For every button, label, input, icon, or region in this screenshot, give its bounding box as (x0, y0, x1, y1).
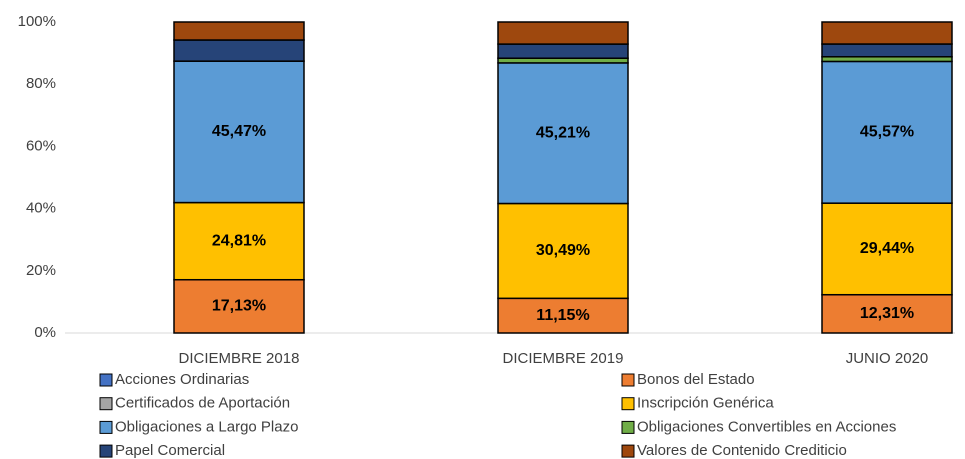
x-tick-label: JUNIO 2020 (846, 350, 929, 367)
legend-swatch (621, 397, 635, 411)
y-tick-label: 20% (26, 262, 56, 279)
legend-swatch (621, 373, 635, 387)
y-tick-label: 40% (26, 200, 56, 217)
value-label: 17,13% (212, 298, 266, 315)
value-label: 24,81% (212, 232, 266, 249)
bar-segment (497, 297, 629, 334)
y-tick-label: 0% (34, 324, 56, 341)
value-label: 45,57% (860, 124, 914, 141)
value-label: 45,21% (536, 124, 590, 141)
legend-label: Valores de Contenido Crediticio (637, 442, 847, 459)
bar-segment (821, 293, 953, 334)
bar-segment (173, 39, 305, 62)
value-label: 45,47% (212, 123, 266, 140)
value-label: 30,49% (536, 242, 590, 259)
bar-segment (497, 43, 629, 59)
legend-swatch (99, 444, 113, 458)
bar-segment (821, 21, 953, 45)
legend-label: Certificados de Aportación (115, 395, 290, 412)
value-label: 12,31% (860, 305, 914, 322)
bar-segment (173, 21, 305, 41)
value-label: 29,44% (860, 240, 914, 257)
x-tick-label: DICIEMBRE 2019 (503, 350, 624, 367)
bar-segment (821, 43, 953, 58)
x-tick-label: DICIEMBRE 2018 (179, 350, 300, 367)
bar-segment (497, 202, 629, 300)
legend-label: Inscripción Genérica (637, 395, 774, 412)
value-label: 11,15% (536, 307, 589, 324)
bar-segment (821, 202, 953, 296)
legend-swatch (621, 420, 635, 434)
legend-swatch (99, 420, 113, 434)
legend-label: Obligaciones a Largo Plazo (115, 418, 298, 435)
legend-label: Obligaciones Convertibles en Acciones (637, 418, 896, 435)
legend-label: Acciones Ordinarias (115, 371, 249, 388)
legend-swatch (99, 397, 113, 411)
legend-swatch (621, 444, 635, 458)
bar-segment (821, 60, 953, 204)
y-tick-label: 80% (26, 75, 56, 92)
bar-segment (173, 278, 305, 334)
legend-label: Papel Comercial (115, 442, 225, 459)
bar-segment (497, 62, 629, 205)
y-tick-label: 60% (26, 137, 56, 154)
legend-label: Bonos del Estado (637, 371, 755, 388)
y-tick-label: 100% (18, 13, 56, 30)
bar-segment (173, 201, 305, 281)
bar-segment (497, 21, 629, 45)
legend-swatch (99, 373, 113, 387)
